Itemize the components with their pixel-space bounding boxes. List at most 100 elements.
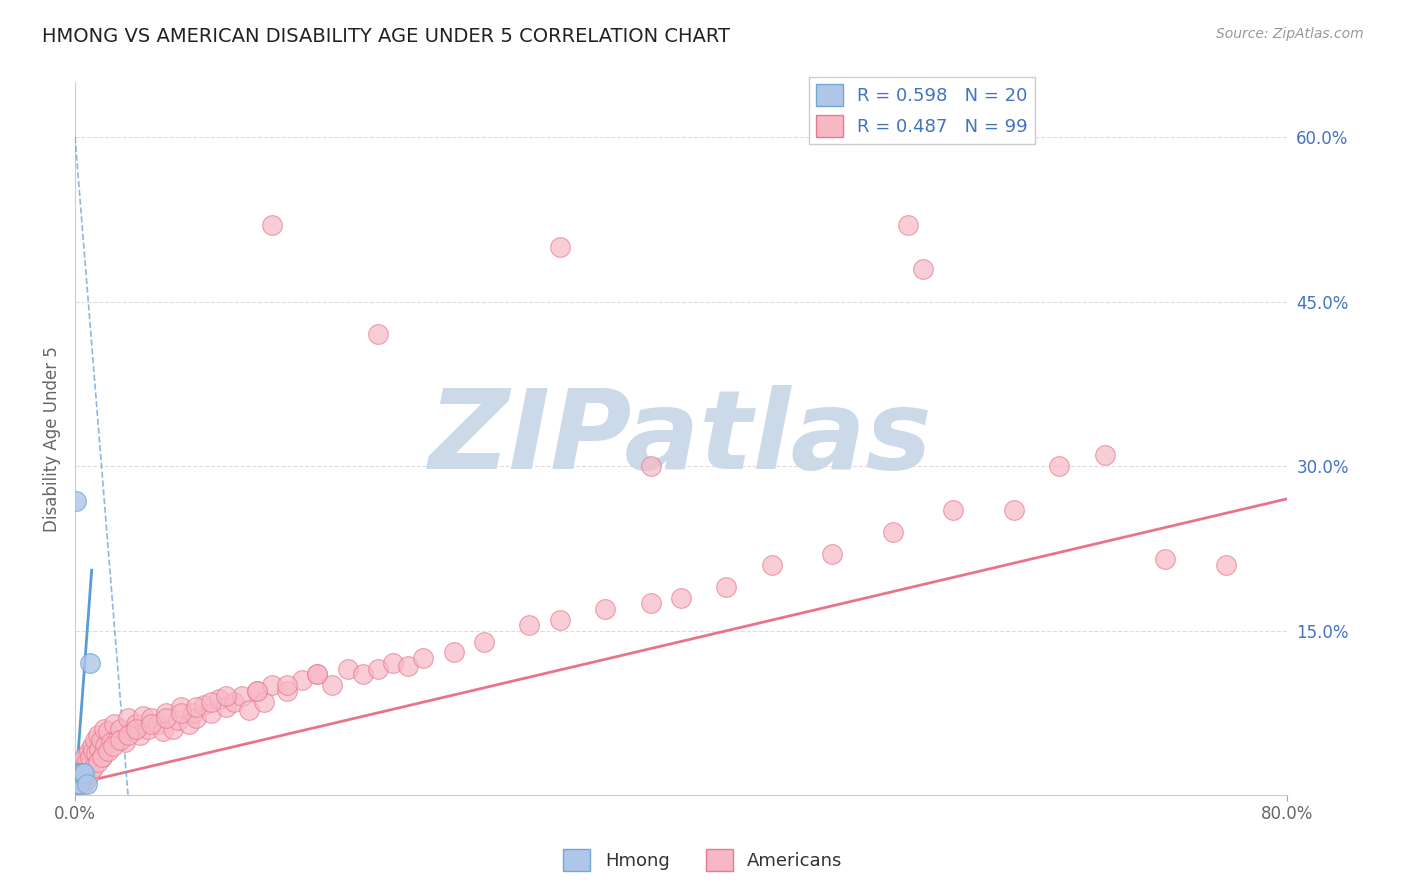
Point bbox=[117, 711, 139, 725]
Point bbox=[121, 724, 143, 739]
Point bbox=[367, 662, 389, 676]
Point bbox=[276, 678, 298, 692]
Point bbox=[208, 691, 231, 706]
Point bbox=[94, 739, 117, 753]
Point bbox=[517, 618, 540, 632]
Point bbox=[67, 777, 90, 791]
Point bbox=[942, 503, 965, 517]
Point bbox=[246, 684, 269, 698]
Point bbox=[65, 777, 87, 791]
Point bbox=[367, 327, 389, 342]
Point bbox=[67, 766, 90, 780]
Point bbox=[253, 695, 276, 709]
Point bbox=[912, 261, 935, 276]
Point bbox=[238, 702, 260, 716]
Point bbox=[162, 723, 184, 737]
Point bbox=[186, 700, 208, 714]
Point bbox=[1002, 503, 1025, 517]
Point bbox=[110, 733, 132, 747]
Text: ZIPatlas: ZIPatlas bbox=[429, 385, 932, 492]
Point bbox=[129, 728, 152, 742]
Point bbox=[103, 716, 125, 731]
Point bbox=[186, 711, 208, 725]
Point bbox=[84, 747, 107, 761]
Point bbox=[1049, 458, 1071, 473]
Point bbox=[761, 558, 783, 572]
Point bbox=[87, 728, 110, 742]
Point bbox=[124, 723, 146, 737]
Point bbox=[177, 716, 200, 731]
Point bbox=[83, 733, 105, 747]
Point bbox=[67, 777, 90, 791]
Point bbox=[821, 547, 844, 561]
Point bbox=[72, 766, 94, 780]
Point bbox=[170, 700, 193, 714]
Legend: Hmong, Americans: Hmong, Americans bbox=[557, 842, 849, 879]
Point bbox=[69, 777, 91, 791]
Point bbox=[307, 667, 329, 681]
Point bbox=[152, 724, 174, 739]
Point bbox=[193, 698, 215, 713]
Point bbox=[76, 755, 98, 769]
Point bbox=[136, 723, 159, 737]
Point bbox=[640, 458, 662, 473]
Point bbox=[412, 651, 434, 665]
Point bbox=[640, 596, 662, 610]
Point bbox=[90, 733, 112, 747]
Point bbox=[82, 744, 104, 758]
Point bbox=[200, 695, 222, 709]
Point bbox=[1215, 558, 1237, 572]
Point bbox=[65, 777, 87, 791]
Point bbox=[215, 700, 238, 714]
Point bbox=[73, 766, 96, 780]
Point bbox=[882, 524, 904, 539]
Text: HMONG VS AMERICAN DISABILITY AGE UNDER 5 CORRELATION CHART: HMONG VS AMERICAN DISABILITY AGE UNDER 5… bbox=[42, 27, 730, 45]
Point bbox=[276, 684, 298, 698]
Point bbox=[76, 777, 98, 791]
Point bbox=[76, 772, 98, 786]
Point bbox=[200, 706, 222, 720]
Point bbox=[72, 777, 94, 791]
Point bbox=[472, 634, 495, 648]
Point bbox=[97, 744, 120, 758]
Point bbox=[77, 744, 100, 758]
Point bbox=[80, 739, 103, 753]
Point bbox=[231, 690, 253, 704]
Point bbox=[107, 733, 129, 747]
Point bbox=[897, 218, 920, 232]
Point bbox=[260, 678, 283, 692]
Point bbox=[93, 723, 115, 737]
Point bbox=[382, 657, 405, 671]
Point bbox=[1154, 552, 1177, 566]
Point bbox=[246, 684, 269, 698]
Point bbox=[291, 673, 314, 687]
Point bbox=[669, 591, 692, 605]
Point bbox=[124, 716, 146, 731]
Point bbox=[65, 766, 87, 780]
Legend: R = 0.598   N = 20, R = 0.487   N = 99: R = 0.598 N = 20, R = 0.487 N = 99 bbox=[808, 77, 1035, 145]
Point bbox=[67, 777, 90, 791]
Point bbox=[67, 766, 90, 780]
Point bbox=[321, 678, 343, 692]
Point bbox=[110, 723, 132, 737]
Point bbox=[72, 766, 94, 780]
Point bbox=[139, 711, 162, 725]
Point bbox=[170, 706, 193, 720]
Point bbox=[101, 739, 124, 753]
Point bbox=[307, 667, 329, 681]
Point bbox=[548, 240, 571, 254]
Point bbox=[65, 494, 87, 508]
Point bbox=[69, 766, 91, 780]
Point bbox=[65, 777, 87, 791]
Point bbox=[181, 706, 204, 720]
Point bbox=[336, 662, 359, 676]
Point bbox=[75, 761, 97, 775]
Point bbox=[70, 755, 93, 769]
Point bbox=[79, 657, 101, 671]
Point bbox=[155, 711, 177, 725]
Point bbox=[100, 735, 122, 749]
Point bbox=[82, 761, 104, 775]
Point bbox=[87, 755, 110, 769]
Point bbox=[91, 749, 114, 764]
Point bbox=[73, 749, 96, 764]
